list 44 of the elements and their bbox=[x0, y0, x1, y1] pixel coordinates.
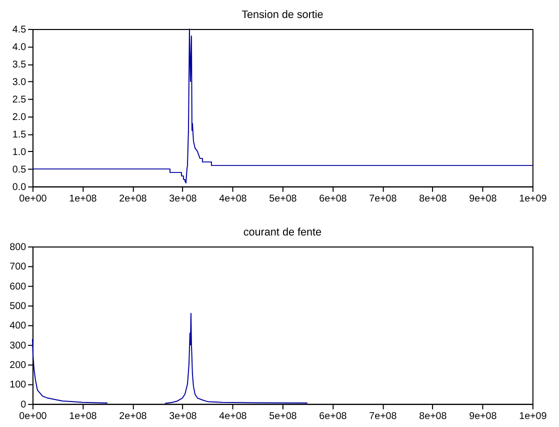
x-tick-label: 4e+08 bbox=[219, 411, 248, 422]
y-tick-label: 300 bbox=[10, 340, 27, 352]
y-tick-label: 4.5 bbox=[12, 24, 27, 36]
x-tick-label: 0e+00 bbox=[19, 411, 48, 422]
x-tick-label: 6e+08 bbox=[319, 411, 348, 422]
x-tick-label: 0e+00 bbox=[19, 194, 48, 205]
x-tick-label: 1e+09 bbox=[519, 411, 547, 422]
y-tick-label: 2.0 bbox=[12, 112, 27, 123]
line-series bbox=[32, 28, 533, 184]
y-tick-label: 800 bbox=[10, 242, 27, 253]
x-tick-label: 7e+08 bbox=[369, 194, 398, 205]
y-tick-label: 500 bbox=[10, 300, 27, 312]
x-tick-label: 9e+08 bbox=[469, 411, 498, 422]
x-tick-label: 1e+08 bbox=[69, 194, 98, 205]
x-tick-label: 7e+08 bbox=[369, 411, 398, 422]
x-tick-label: 6e+08 bbox=[319, 194, 348, 205]
y-tick-label: 0.0 bbox=[12, 182, 27, 193]
x-tick-label: 1e+09 bbox=[519, 194, 547, 205]
x-tick-label: 8e+08 bbox=[419, 194, 448, 205]
y-tick-label: 600 bbox=[10, 281, 27, 292]
chart-title: courant de fente bbox=[243, 226, 322, 239]
y-tick-label: 1.5 bbox=[12, 129, 27, 140]
x-tick-label: 9e+08 bbox=[469, 194, 498, 205]
y-tick-label: 4.0 bbox=[12, 42, 27, 53]
x-tick-label: 8e+08 bbox=[419, 411, 448, 422]
y-tick-label: 0.5 bbox=[12, 164, 27, 176]
x-tick-label: 4e+08 bbox=[219, 194, 248, 205]
y-tick-label: 0 bbox=[20, 399, 27, 410]
y-tick-label: 100 bbox=[10, 380, 27, 391]
y-tick-label: 200 bbox=[10, 360, 27, 372]
y-tick-label: 3.0 bbox=[12, 76, 27, 88]
y-tick-label: 400 bbox=[10, 320, 27, 332]
x-tick-label: 3e+08 bbox=[169, 194, 198, 205]
x-tick-label: 5e+08 bbox=[269, 194, 298, 205]
y-tick-label: 2.5 bbox=[12, 94, 27, 106]
y-tick-label: 1.0 bbox=[12, 146, 27, 158]
x-tick-label: 1e+08 bbox=[69, 411, 98, 422]
x-tick-label: 2e+08 bbox=[119, 411, 148, 422]
y-tick-label: 3.5 bbox=[12, 59, 27, 70]
x-tick-label: 2e+08 bbox=[119, 194, 148, 205]
chart-title: Tension de sortie bbox=[242, 9, 324, 22]
y-tick-label: 700 bbox=[10, 262, 27, 273]
x-tick-label: 3e+08 bbox=[169, 411, 198, 422]
x-tick-label: 5e+08 bbox=[269, 411, 298, 422]
